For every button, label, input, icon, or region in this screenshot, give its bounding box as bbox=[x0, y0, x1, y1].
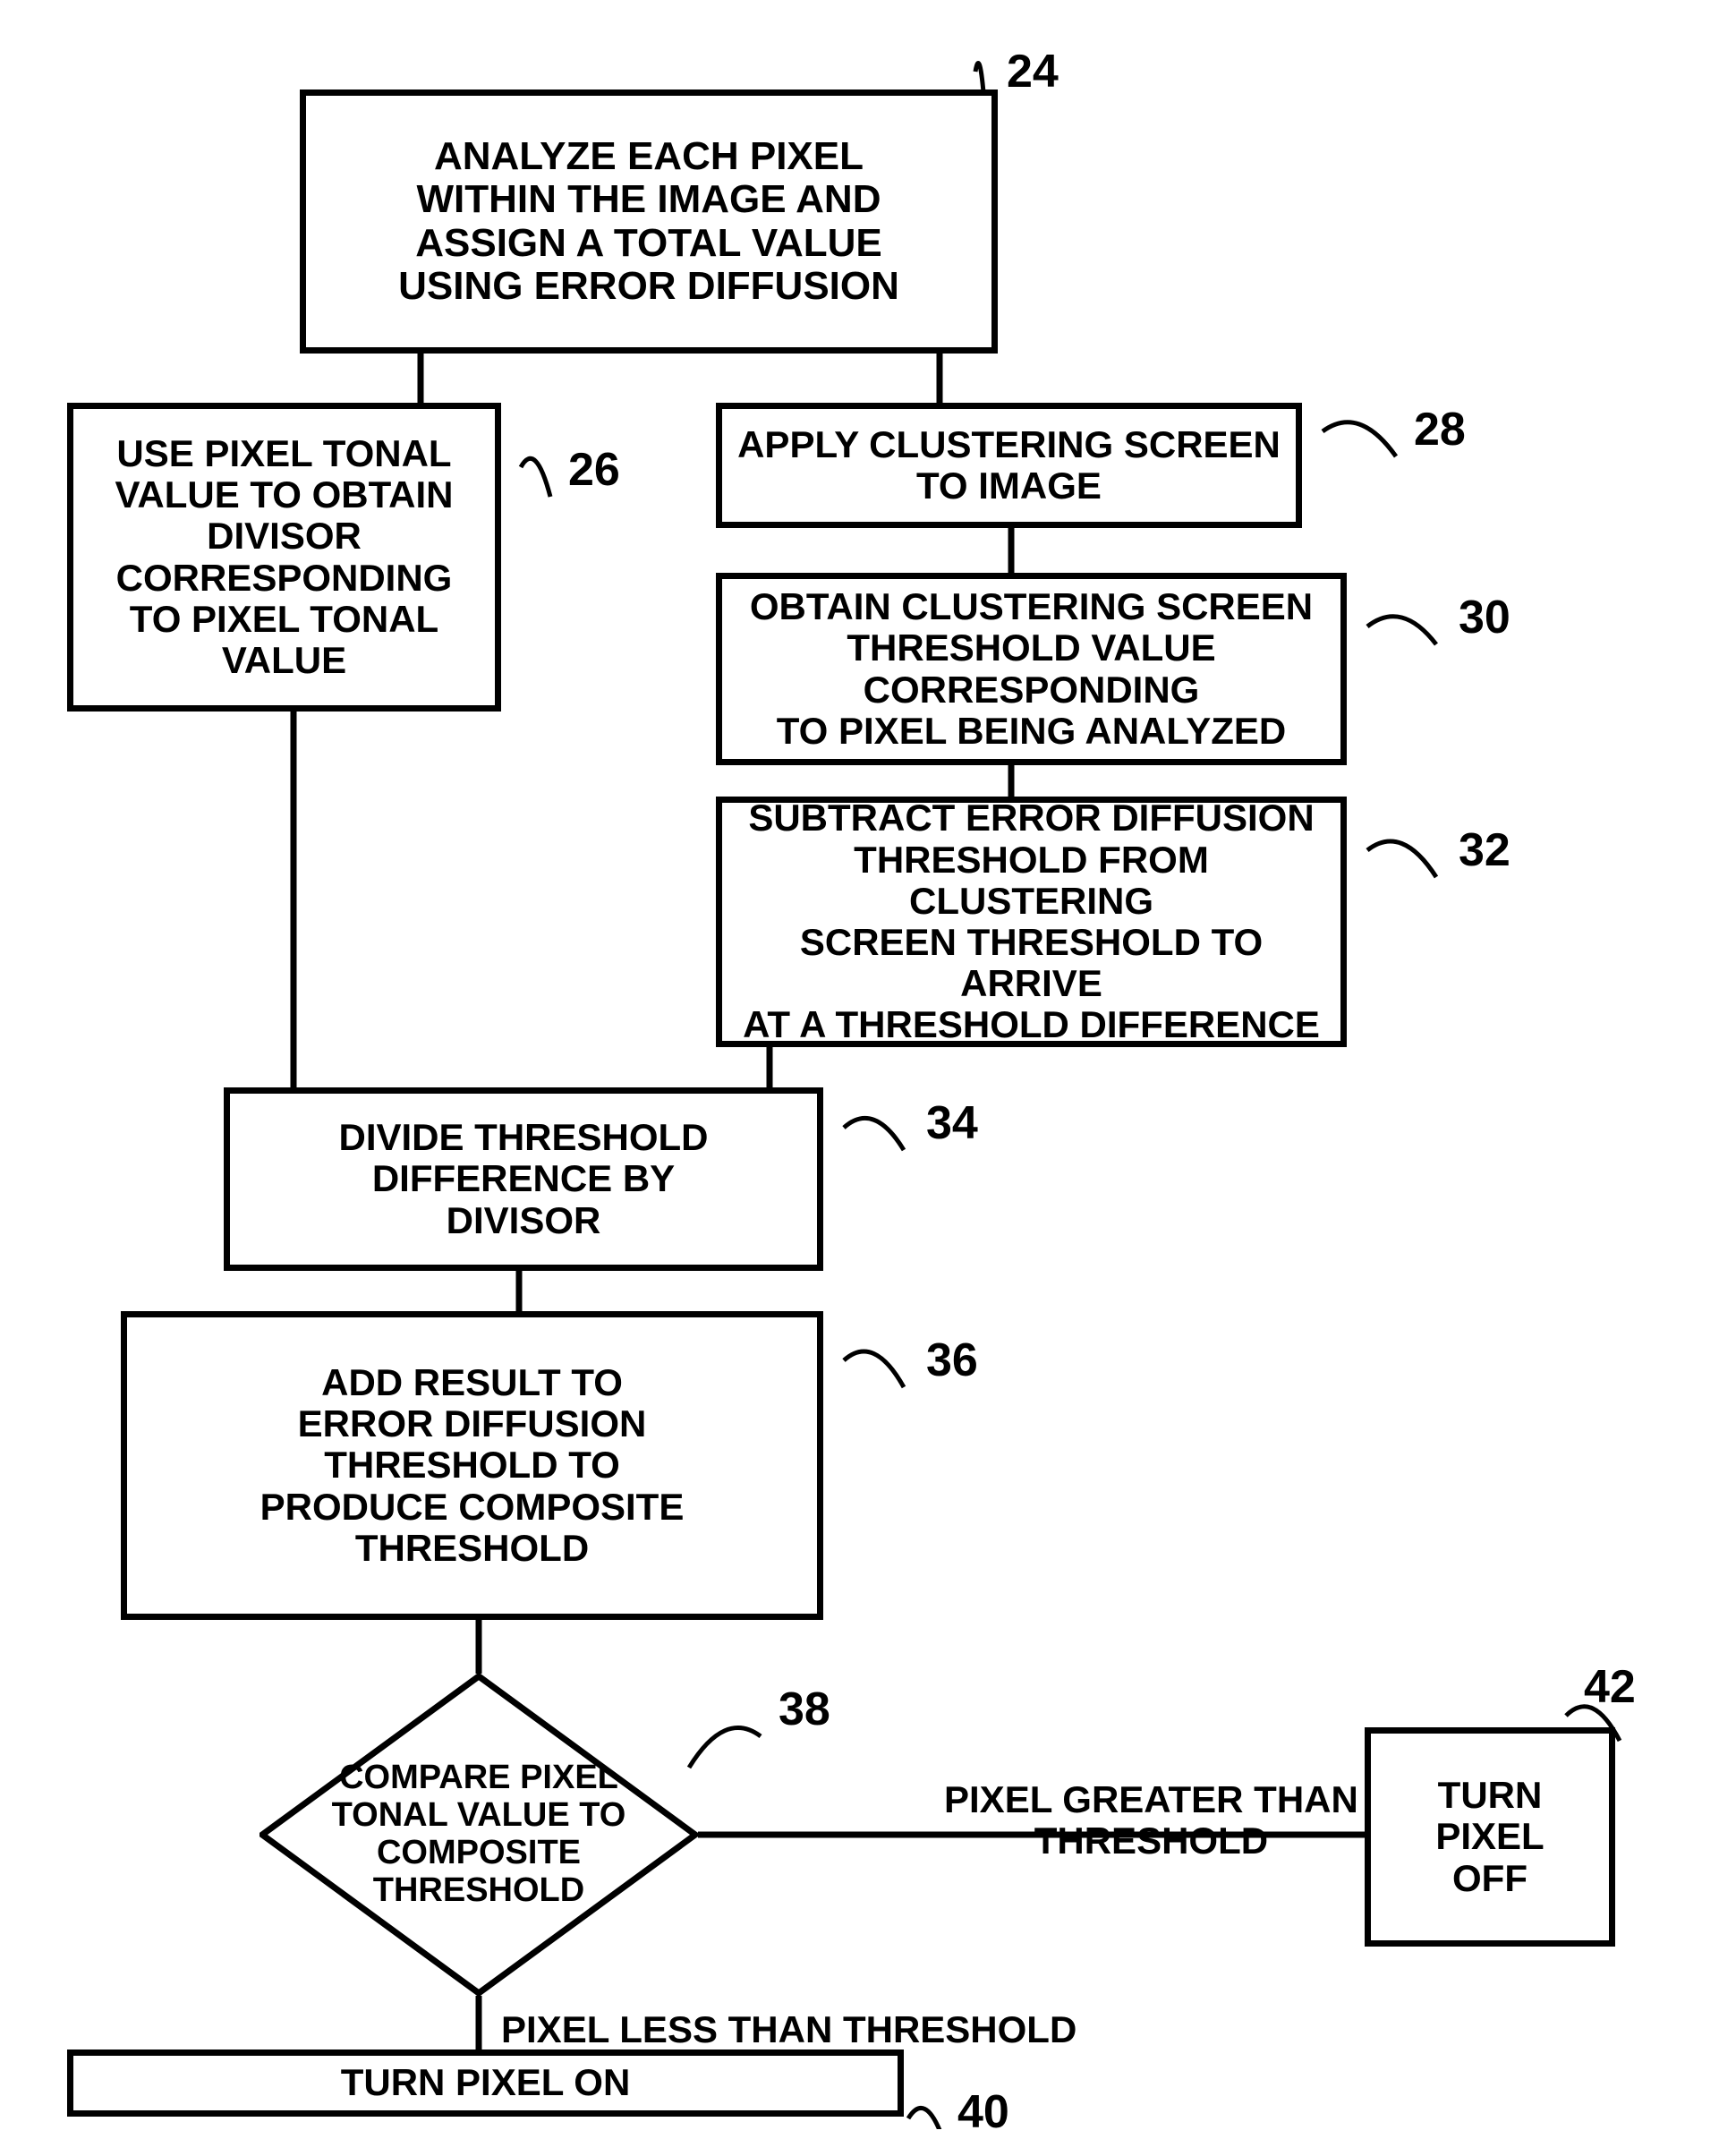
node-label: OBTAIN CLUSTERING SCREENTHRESHOLD VALUE … bbox=[731, 586, 1332, 752]
ref-40: 40 bbox=[957, 2085, 1009, 2139]
ref-38: 38 bbox=[779, 1683, 830, 1736]
node-label: APPLY CLUSTERING SCREENTO IMAGE bbox=[737, 424, 1281, 507]
node-obtain-threshold: OBTAIN CLUSTERING SCREENTHRESHOLD VALUE … bbox=[716, 573, 1347, 765]
ref-34: 34 bbox=[926, 1096, 978, 1150]
node-turn-pixel-on: TURN PIXEL ON bbox=[67, 2050, 904, 2117]
edge-label-greater: PIXEL GREATER THANTHRESHOLD bbox=[944, 1779, 1358, 1862]
node-add-result: ADD RESULT TOERROR DIFFUSIONTHRESHOLD TO… bbox=[121, 1311, 823, 1620]
node-analyze-pixel: ANALYZE EACH PIXELWITHIN THE IMAGE ANDAS… bbox=[300, 89, 998, 354]
ref-28: 28 bbox=[1414, 403, 1466, 456]
edge-label-less: PIXEL LESS THAN THRESHOLD bbox=[501, 2009, 1076, 2050]
node-use-pixel-tonal: USE PIXEL TONALVALUE TO OBTAINDIVISOR CO… bbox=[67, 403, 501, 712]
node-label: COMPARE PIXELTONAL VALUE TOCOMPOSITE THR… bbox=[322, 1760, 635, 1909]
ref-26: 26 bbox=[568, 443, 620, 497]
node-turn-pixel-off: TURNPIXELOFF bbox=[1365, 1727, 1615, 1947]
ref-32: 32 bbox=[1459, 823, 1510, 877]
node-label: USE PIXEL TONALVALUE TO OBTAINDIVISOR CO… bbox=[82, 433, 486, 681]
node-label: ADD RESULT TOERROR DIFFUSIONTHRESHOLD TO… bbox=[260, 1362, 685, 1569]
node-label: TURNPIXELOFF bbox=[1435, 1775, 1544, 1899]
ref-42: 42 bbox=[1584, 1660, 1636, 1714]
ref-36: 36 bbox=[926, 1334, 978, 1387]
node-divide: DIVIDE THRESHOLDDIFFERENCE BYDIVISOR bbox=[224, 1087, 823, 1271]
node-subtract-ed: SUBTRACT ERROR DIFFUSIONTHRESHOLD FROM C… bbox=[716, 797, 1347, 1047]
node-label: TURN PIXEL ON bbox=[341, 2062, 631, 2103]
node-label: ANALYZE EACH PIXELWITHIN THE IMAGE ANDAS… bbox=[398, 135, 899, 309]
ref-30: 30 bbox=[1459, 591, 1510, 644]
node-label: DIVIDE THRESHOLDDIFFERENCE BYDIVISOR bbox=[338, 1117, 708, 1241]
ref-24: 24 bbox=[1007, 45, 1059, 98]
node-label: SUBTRACT ERROR DIFFUSIONTHRESHOLD FROM C… bbox=[731, 797, 1332, 1045]
node-compare-decision: COMPARE PIXELTONAL VALUE TOCOMPOSITE THR… bbox=[260, 1674, 698, 1996]
node-apply-clustering: APPLY CLUSTERING SCREENTO IMAGE bbox=[716, 403, 1302, 528]
